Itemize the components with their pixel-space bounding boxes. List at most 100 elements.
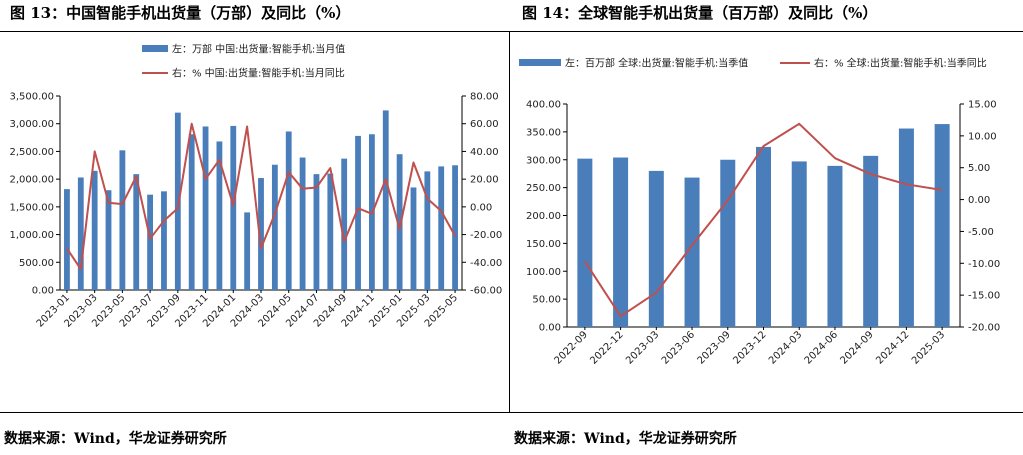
chart2-left-tick-label: 100.00: [526, 267, 561, 278]
chart2-x-tick-label: 2023-06: [660, 329, 697, 366]
chart1-left-tick-label: 1,000.00: [9, 230, 54, 241]
chart1-bar: [91, 170, 98, 290]
chart2-left-tick-label: 300.00: [526, 155, 561, 166]
chart2-x-tick-label: 2022-09: [553, 329, 590, 366]
chart1-bar: [133, 174, 140, 290]
chart2-right-tick-label: 10.00: [968, 131, 997, 142]
chart1-bar: [64, 189, 70, 290]
chart1-svg: 0.00 500.00 1,000.00 1,500.00 2,000.00 2,500.…: [9, 43, 502, 330]
chart1-bar: [161, 191, 167, 290]
chart2-svg: 0.00 50.00 100.00 150.00 200.00 250.00 300.00 3…: [519, 57, 1000, 367]
chart2-left-tick-label: 400.00: [526, 100, 561, 111]
chart1-bar: [313, 174, 320, 290]
chart2-x-tick-label: 2023-12: [731, 329, 768, 366]
chart2-left-tick-label: 0.00: [539, 323, 561, 334]
chart2-right-tick-label: -10.00: [968, 259, 1000, 270]
chart2-bar: [648, 170, 664, 327]
chart2-x-tick-label: 2025-03: [910, 329, 947, 366]
chart2-left-tick-label: 350.00: [526, 127, 561, 138]
chart1-bar: [355, 135, 361, 290]
chart1-left-tick-label: 500.00: [19, 258, 54, 269]
chart2-bar: [755, 146, 772, 327]
chart2-right-tick-label: 5.00: [968, 163, 990, 174]
chart2-right-tick-label: -5.00: [968, 227, 994, 238]
chart1-bar: [341, 158, 348, 290]
panel-divider: [509, 31, 510, 413]
chart1-bar: [230, 125, 237, 290]
chart1-bar: [119, 150, 126, 290]
chart1-title: 图 13：中国智能手机出货量（万部）及同比（%）: [10, 4, 351, 22]
chart2-right-tick-label: 15.00: [968, 100, 997, 111]
chart1-bar: [382, 110, 389, 290]
chart1-bar: [174, 112, 181, 290]
chart1-bar: [410, 187, 417, 290]
chart1-bar: [202, 126, 209, 290]
chart1-right-tick-label: -20.00: [470, 230, 502, 241]
chart2-bar: [613, 157, 629, 327]
chart1-legend-label: 左：万部 中国:出货量:智能手机:当月值: [172, 43, 345, 56]
chart1-left-tick-label: 2,500.00: [9, 147, 54, 158]
chart1-left-tick-label: 1,500.00: [9, 202, 54, 213]
chart1-left-tick-label: 2,000.00: [9, 175, 54, 186]
chart1-bar: [77, 177, 84, 290]
chart2-bar: [934, 124, 950, 327]
chart1-right-tick-label: 80.00: [470, 92, 499, 103]
chart1-bar: [396, 154, 403, 290]
chart1-bar: [188, 134, 195, 290]
chart2-x-tick-label: 2023-03: [624, 329, 661, 366]
chart2-x-tick-label: 2024-12: [874, 329, 911, 366]
chart1-left-tick-label: 3,500.00: [9, 92, 54, 103]
chart2-x-tick-label: 2022-12: [588, 329, 625, 366]
chart1-bar: [299, 157, 306, 290]
chart1-right-tick-label: 60.00: [470, 119, 499, 130]
chart2-left-tick-label: 150.00: [526, 239, 561, 250]
chart1-bar: [327, 173, 334, 290]
bottom-rule: [0, 412, 1023, 413]
chart1-bar: [147, 194, 154, 290]
chart2-left-tick-label: 200.00: [526, 211, 561, 222]
chart1-bar: [285, 131, 292, 290]
chart2-legend-label: 右：% 全球:出货量:智能手机:当季同比: [814, 57, 987, 70]
chart2-x-tick-label: 2024-09: [838, 329, 875, 366]
chart2-bar: [720, 159, 736, 327]
chart1-bar: [271, 164, 278, 290]
top-rule: [0, 31, 1023, 32]
chart2-title: 图 14：全球智能手机出货量（百万部）及同比（%）: [522, 4, 878, 22]
chart1-right-tick-label: -40.00: [470, 258, 502, 269]
chart2-right-tick-label: 0.00: [968, 195, 990, 206]
chart1-right-tick-label: 40.00: [470, 147, 499, 158]
chart2-right-tick-label: -15.00: [968, 291, 1000, 302]
chart1-bar: [244, 212, 251, 290]
chart1-right-tick-label: -60.00: [470, 286, 502, 297]
chart2-yoy-line: [584, 122, 943, 318]
chart2-bar: [863, 155, 879, 327]
chart1-right-tick-label: 20.00: [470, 175, 499, 186]
chart2-x-tick-label: 2024-06: [803, 329, 840, 366]
chart1-bar: [258, 178, 264, 290]
chart2-right-tick-label: -20.00: [968, 323, 1000, 334]
chart1-bar: [424, 171, 431, 290]
chart2-left-tick-label: 250.00: [526, 183, 561, 194]
chart1-source: 数据来源：Wind，华龙证券研究所: [4, 431, 227, 447]
chart1-bar: [452, 165, 458, 290]
chart2-bar: [791, 161, 807, 327]
chart2-legend-label: 左：百万部 全球:出货量:智能手机:当季值: [565, 57, 748, 70]
chart2-bar: [898, 128, 914, 327]
chart1-left-tick-label: 3,000.00: [9, 119, 54, 130]
chart2-source: 数据来源：Wind，华龙证券研究所: [514, 431, 737, 447]
chart2-legend-bar-swatch: [519, 59, 561, 66]
chart2-bar: [577, 158, 593, 327]
chart1-right-tick-label: 0.00: [470, 202, 492, 213]
chart1-legend-label: 右：% 中国:出货量:智能手机:当月同比: [172, 67, 345, 80]
chart2-bar: [684, 177, 700, 327]
chart1-bar: [216, 141, 223, 290]
chart1-bar: [105, 190, 112, 290]
chart2-bar: [827, 165, 843, 327]
chart2-x-tick-label: 2024-03: [767, 329, 804, 366]
chart1-legend-bar-swatch: [142, 45, 168, 52]
chart1-yoy-line: [66, 122, 456, 271]
chart1-left-tick-label: 0.00: [32, 286, 54, 297]
chart2-left-tick-label: 50.00: [532, 295, 561, 306]
chart2-x-tick-label: 2023-09: [696, 329, 733, 366]
chart1-bar: [438, 166, 445, 290]
